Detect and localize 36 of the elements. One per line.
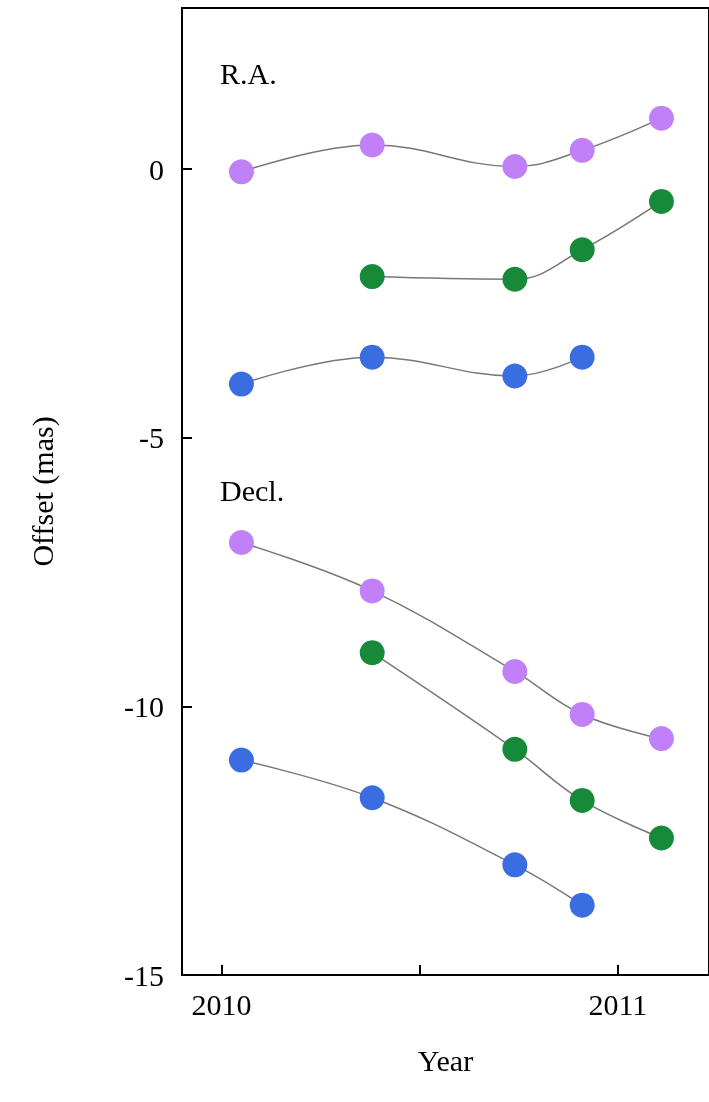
point [228,747,254,773]
point [359,578,385,604]
point [569,701,595,727]
point [648,726,674,752]
y-tick-label: -10 [124,689,164,723]
y-tick-label: 0 [149,152,164,186]
point [359,132,385,158]
point [359,640,385,666]
point [228,530,254,556]
point [502,153,528,179]
point [648,825,674,851]
point [648,105,674,131]
point [569,787,595,813]
point [228,159,254,185]
point [502,852,528,878]
y-tick-label: -15 [124,958,164,992]
annotation: Decl. [220,473,285,507]
point [502,363,528,389]
point [569,344,595,370]
point [502,658,528,684]
point [359,344,385,370]
y-axis-title: Offset (mas) [25,416,60,567]
x-axis-title: Year [417,1043,474,1077]
y-tick-label: -5 [139,421,164,455]
x-tick-label: 2010 [191,987,252,1021]
point [359,785,385,811]
x-tick-label: 2011 [588,987,648,1021]
point [569,137,595,163]
annotation: R.A. [220,56,277,90]
point [502,736,528,762]
point [569,237,595,263]
point [569,892,595,918]
point [502,266,528,292]
point [648,188,674,214]
point [359,264,385,290]
point [228,371,254,397]
